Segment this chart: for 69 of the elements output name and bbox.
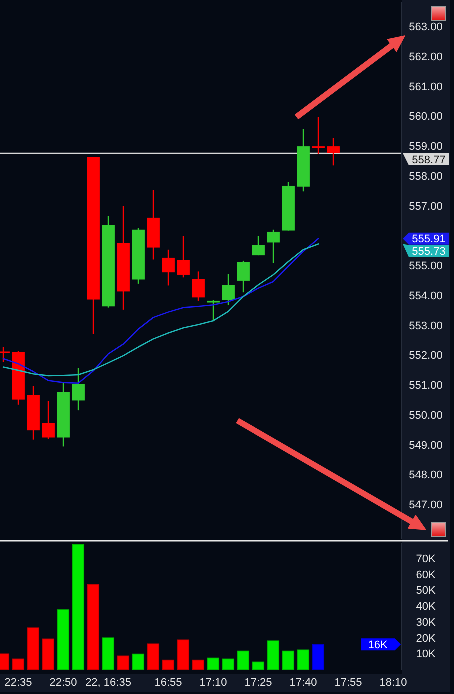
y-tick-label: 548.00 xyxy=(409,470,443,482)
y-tick-label: 559.00 xyxy=(409,141,443,154)
y-tick-label: 70K xyxy=(416,553,436,566)
candlestick xyxy=(222,273,235,306)
bar xyxy=(207,658,220,670)
text: 555.91 xyxy=(412,234,446,246)
candlestick xyxy=(252,236,265,256)
y-tick-label: 561.00 xyxy=(409,81,443,94)
x-tick-label: 17:25 xyxy=(244,676,272,689)
y-tick-label: 560.00 xyxy=(409,111,443,124)
bar xyxy=(72,544,85,670)
x-tick-label: 22:50 xyxy=(50,676,78,689)
candlestick xyxy=(237,260,250,294)
bar xyxy=(87,584,100,670)
bar xyxy=(147,644,160,670)
x-tick-label: 17:10 xyxy=(200,676,228,689)
bar xyxy=(27,628,40,670)
bar xyxy=(222,658,235,670)
candlestick xyxy=(72,368,85,412)
y-tick-label: 60K xyxy=(416,569,436,582)
annotation: 16K xyxy=(368,639,388,652)
ref-line-label: 558.77 xyxy=(412,154,446,166)
candlestick xyxy=(207,300,220,322)
bar xyxy=(177,640,190,670)
y-tick-label: 40K xyxy=(416,601,436,614)
candlestick xyxy=(312,116,325,155)
y-tick-label: 553.00 xyxy=(409,320,443,332)
x-tick-label: 16:55 xyxy=(154,676,182,689)
text: 555.73 xyxy=(412,246,446,258)
y-tick-label: 558.00 xyxy=(409,170,443,183)
y-tick-label: 550.00 xyxy=(409,410,443,422)
y-tick-label: 547.00 xyxy=(409,499,443,512)
candlestick xyxy=(42,400,55,440)
bar xyxy=(297,650,310,670)
bar xyxy=(102,638,115,670)
y-tick-label: 10K xyxy=(416,648,436,661)
bar xyxy=(312,644,325,670)
y-tick-label: 555.00 xyxy=(409,260,443,273)
y-tick-label: 557.00 xyxy=(409,200,443,213)
bar xyxy=(132,654,145,670)
y-tick-label: 562.00 xyxy=(409,51,443,64)
y-tick-label: 563.00 xyxy=(409,22,443,34)
bar xyxy=(282,650,295,670)
x-tick-label: 17:40 xyxy=(290,676,318,689)
candlestick xyxy=(162,249,175,286)
bar xyxy=(117,656,130,670)
y-tick-label: 552.00 xyxy=(409,350,443,362)
y-tick-label: 50K xyxy=(416,585,436,598)
bar xyxy=(12,658,25,670)
x-tick-label: 22:35 xyxy=(4,676,32,689)
y-tick-label: 30K xyxy=(416,616,436,629)
candlestick xyxy=(267,229,280,264)
y-tick-label: 20K xyxy=(416,632,436,645)
x-tick-label: 22, 16:35 xyxy=(86,676,132,689)
x-tick-label: 18:10 xyxy=(380,676,408,689)
bar xyxy=(192,660,205,670)
bar xyxy=(162,660,175,670)
bar xyxy=(267,640,280,670)
y-tick-label: 549.00 xyxy=(409,440,443,452)
bar xyxy=(42,638,55,670)
x-tick-label: 17:55 xyxy=(334,676,362,689)
y-tick-label: 551.00 xyxy=(409,380,443,392)
candlestick xyxy=(192,271,205,302)
candlestick xyxy=(327,138,340,166)
candlestick xyxy=(177,236,190,278)
bar xyxy=(252,662,265,670)
y-tick-label: 554.00 xyxy=(409,290,443,302)
bar xyxy=(57,610,70,670)
bar xyxy=(237,650,250,670)
